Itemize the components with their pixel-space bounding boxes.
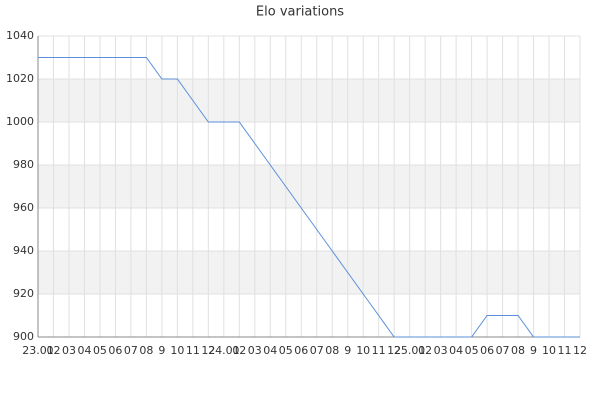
y-tick-label: 1000 <box>6 115 34 128</box>
x-tick-label: 9 <box>344 344 351 357</box>
y-tick-label: 1040 <box>6 29 34 42</box>
x-tick-label: 06 <box>108 344 122 357</box>
x-tick-label: 08 <box>325 344 339 357</box>
x-tick-label: 04 <box>449 344 463 357</box>
x-tick-label: 24.01 <box>208 344 240 357</box>
x-tick-label: 10 <box>356 344 370 357</box>
line <box>38 57 580 338</box>
x-tick-label: 9 <box>158 344 165 357</box>
y-tick-label: 960 <box>13 201 34 214</box>
x-tick-label: 12 <box>201 344 215 357</box>
y-tick-label: 900 <box>13 330 34 343</box>
x-tick-label: 11 <box>372 344 386 357</box>
x-tick-label: 25.01 <box>394 344 426 357</box>
x-tick-label: 05 <box>93 344 107 357</box>
x-tick-label: 10 <box>170 344 184 357</box>
x-tick-label: 10 <box>542 344 556 357</box>
x-tick-label: 03 <box>434 344 448 357</box>
x-tick-label: 07 <box>124 344 138 357</box>
x-tick-label: 12 <box>573 344 587 357</box>
y-tick-label: 1020 <box>6 72 34 85</box>
x-tick-label: 23.01 <box>22 344 54 357</box>
x-tick-label: 11 <box>558 344 572 357</box>
y-tick-label: 980 <box>13 158 34 171</box>
x-tick-label: 03 <box>62 344 76 357</box>
x-tick-label: 04 <box>77 344 91 357</box>
x-tick-label: 05 <box>279 344 293 357</box>
x-tick-label: 08 <box>511 344 525 357</box>
grid-band <box>38 165 580 208</box>
x-tick-label: 07 <box>310 344 324 357</box>
grid-band <box>38 251 580 294</box>
x-tick-label: 06 <box>480 344 494 357</box>
x-tick-label: 07 <box>496 344 510 357</box>
x-tick-label: 12 <box>387 344 401 357</box>
x-tick-label: 9 <box>530 344 537 357</box>
y-tick-label: 940 <box>13 244 34 257</box>
x-tick-label: 02 <box>232 344 246 357</box>
x-tick-label: 04 <box>263 344 277 357</box>
y-tick-label: 920 <box>13 287 34 300</box>
x-tick-label: 03 <box>248 344 262 357</box>
grid-band <box>38 79 580 122</box>
x-tick-label: 11 <box>186 344 200 357</box>
x-tick-label: 02 <box>418 344 432 357</box>
x-tick-label: 08 <box>139 344 153 357</box>
x-tick-label: 02 <box>46 344 60 357</box>
chart-title: Elo variations <box>256 5 344 20</box>
x-tick-label: 06 <box>294 344 308 357</box>
x-tick-label: 05 <box>465 344 479 357</box>
